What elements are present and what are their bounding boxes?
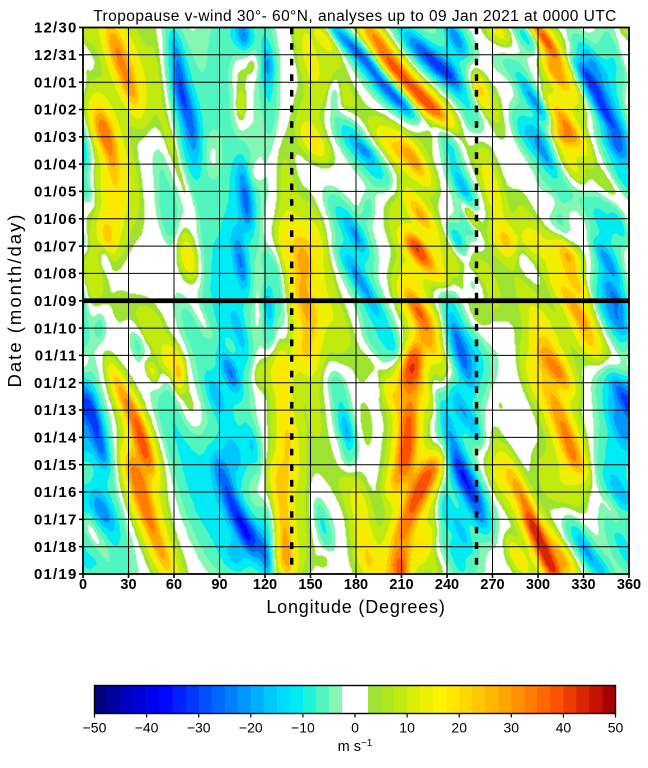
svg-text:01/10: 01/10 — [34, 320, 78, 337]
svg-text:01/19: 01/19 — [34, 566, 78, 583]
svg-text:270: 270 — [480, 577, 504, 593]
svg-text:30: 30 — [120, 577, 136, 593]
svg-text:−30: −30 — [187, 720, 211, 736]
svg-text:Date (month/day): Date (month/day) — [4, 213, 25, 388]
svg-text:01/09: 01/09 — [34, 293, 78, 310]
svg-text:01/05: 01/05 — [34, 184, 78, 201]
svg-text:30: 30 — [504, 720, 520, 736]
svg-text:01/15: 01/15 — [34, 457, 78, 474]
svg-text:01/13: 01/13 — [34, 402, 78, 419]
svg-text:Tropopause v-wind 30°- 60°N, a: Tropopause v-wind 30°- 60°N, analyses up… — [93, 8, 617, 25]
svg-text:01/17: 01/17 — [34, 512, 78, 529]
svg-text:180: 180 — [344, 577, 368, 593]
svg-text:01/08: 01/08 — [34, 266, 78, 283]
svg-text:20: 20 — [451, 720, 467, 736]
svg-text:01/12: 01/12 — [34, 375, 78, 392]
svg-text:240: 240 — [435, 577, 459, 593]
svg-text:360: 360 — [617, 577, 641, 593]
svg-text:01/01: 01/01 — [34, 74, 78, 91]
svg-text:0: 0 — [351, 720, 359, 736]
svg-text:12/31: 12/31 — [34, 47, 78, 64]
svg-text:01/11: 01/11 — [35, 348, 78, 365]
svg-text:300: 300 — [526, 577, 550, 593]
svg-text:−40: −40 — [135, 720, 159, 736]
svg-text:−50: −50 — [83, 720, 107, 736]
svg-text:01/04: 01/04 — [34, 156, 78, 173]
svg-text:−10: −10 — [291, 720, 315, 736]
svg-text:210: 210 — [389, 577, 413, 593]
svg-text:12/30: 12/30 — [34, 20, 78, 37]
svg-text:10: 10 — [399, 720, 415, 736]
svg-text:01/18: 01/18 — [34, 539, 78, 556]
svg-text:120: 120 — [253, 577, 277, 593]
svg-text:90: 90 — [211, 577, 227, 593]
svg-text:Longitude (Degrees): Longitude (Degrees) — [266, 597, 445, 617]
svg-text:01/16: 01/16 — [34, 484, 78, 501]
svg-text:01/06: 01/06 — [34, 211, 78, 228]
svg-text:−20: −20 — [239, 720, 263, 736]
svg-text:0: 0 — [79, 577, 87, 593]
svg-text:60: 60 — [166, 577, 182, 593]
svg-text:150: 150 — [298, 577, 322, 593]
svg-text:01/03: 01/03 — [34, 129, 78, 146]
svg-text:01/07: 01/07 — [34, 238, 78, 255]
svg-text:01/02: 01/02 — [34, 102, 78, 119]
svg-text:01/14: 01/14 — [34, 430, 78, 447]
svg-text:40: 40 — [556, 720, 572, 736]
svg-text:50: 50 — [608, 720, 624, 736]
svg-text:330: 330 — [571, 577, 595, 593]
